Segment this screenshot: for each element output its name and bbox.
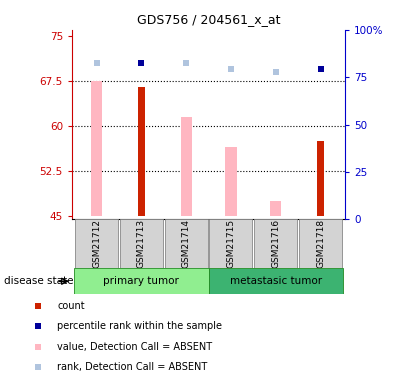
Text: value, Detection Call = ABSENT: value, Detection Call = ABSENT [57,342,212,352]
Bar [225,147,237,216]
Bar [209,268,343,294]
Bar [91,81,102,216]
Bar [210,219,252,268]
Text: percentile rank within the sample: percentile rank within the sample [57,321,222,331]
Bar [120,219,163,268]
Bar [180,117,192,216]
Bar [165,219,208,268]
Bar [254,219,297,268]
Bar [74,268,209,294]
Bar [270,201,282,216]
Text: GSM21718: GSM21718 [316,219,325,268]
Text: GSM21712: GSM21712 [92,219,101,268]
Bar [317,141,324,216]
Text: GSM21714: GSM21714 [182,219,191,268]
Text: count: count [57,301,85,311]
Bar [138,87,145,216]
Text: GSM21713: GSM21713 [137,219,146,268]
Bar [75,219,118,268]
Text: GSM21716: GSM21716 [271,219,280,268]
Text: rank, Detection Call = ABSENT: rank, Detection Call = ABSENT [57,362,207,372]
Bar [299,219,342,268]
Title: GDS756 / 204561_x_at: GDS756 / 204561_x_at [137,13,280,26]
Text: primary tumor: primary tumor [104,276,179,286]
Text: GSM21715: GSM21715 [226,219,236,268]
Text: disease state: disease state [4,276,74,286]
Text: metastasic tumor: metastasic tumor [230,276,322,286]
